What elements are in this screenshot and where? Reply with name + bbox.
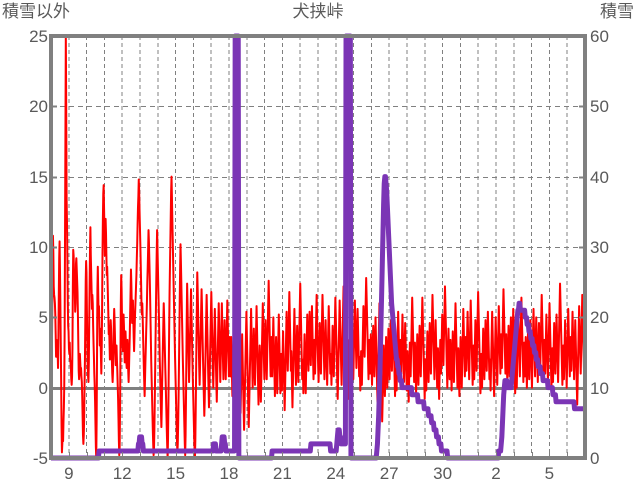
x-axis-tick-label: 18 [219,464,239,483]
y-axis-left-tick-label: 15 [29,167,48,187]
x-axis-tick-label: 24 [326,464,346,483]
y-axis-left-tick-label: 20 [29,97,48,117]
x-axis-tick-label: 9 [64,464,74,483]
y-axis-left-tick-label: 10 [29,238,48,257]
y-axis-right-tick-label: 0 [590,449,600,468]
chart-title: 犬挟峠 [292,2,344,21]
y-axis-left-tick-label: 5 [38,308,48,328]
y-axis-right-tick-label: 60 [590,27,609,46]
y-axis-right-tick-label: 40 [590,167,609,187]
y-axis-right-tick-label: 20 [590,308,609,328]
y-axis-right-tick-label: 10 [590,378,609,398]
x-axis-tick-label: 30 [433,464,453,483]
x-axis-tick-label: 27 [379,464,399,483]
x-axis-tick-label: 5 [544,464,555,483]
right-axis-unit-label: 積雪 [600,2,634,21]
x-axis-tick-label: 12 [112,464,132,483]
x-axis-tick-label: 15 [166,464,186,483]
y-axis-right-tick-label: 30 [590,238,609,257]
y-axis-left-tick-label: 25 [29,27,48,46]
x-axis-tick-label: 21 [272,464,292,483]
axis-ticks [51,105,585,458]
y-axis-right-tick-label: 50 [590,97,609,117]
x-axis-tick-label: 2 [491,464,501,483]
y-axis-left-tick-label: -5 [32,449,48,468]
left-axis-unit-label: 積雪以外 [2,2,70,21]
y-axis-left-tick-label: 0 [38,378,48,398]
